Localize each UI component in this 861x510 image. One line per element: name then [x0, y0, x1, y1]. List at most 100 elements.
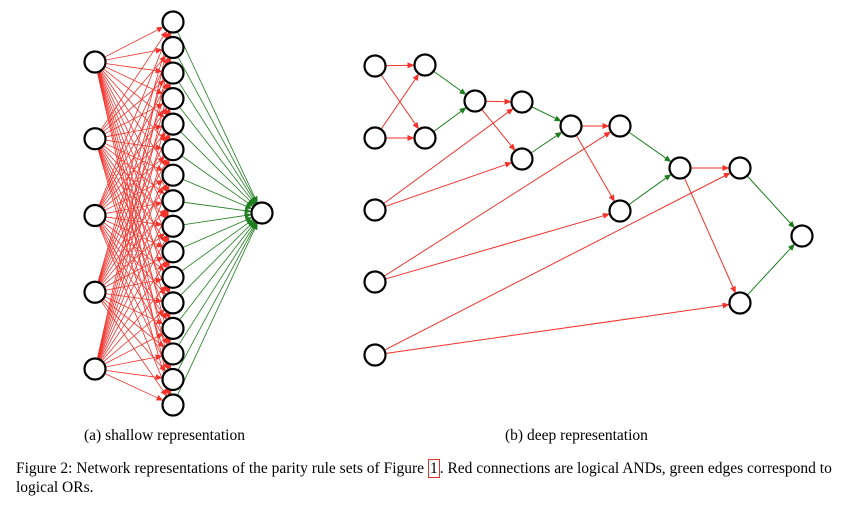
- deep-node-c1: [608, 114, 632, 138]
- hidden-node-10: [161, 240, 185, 264]
- shallow-network-panel: [83, 10, 274, 417]
- and-edge-o1-b2: [481, 108, 516, 151]
- and-edge-in2-h7: [104, 142, 164, 171]
- deep-node-a2: [413, 126, 437, 150]
- or-edge-h4-out: [179, 106, 256, 205]
- subcaption-deep: (b) deep representation: [505, 427, 648, 444]
- and-edge-i4-c1: [383, 131, 612, 277]
- and-edge-in4-h15: [101, 299, 167, 372]
- and-edge-in4-h1: [97, 32, 172, 283]
- or-edge-h5-out: [180, 131, 255, 206]
- hidden-node-7: [161, 163, 185, 187]
- hidden-node-15: [161, 367, 185, 392]
- output-node: [250, 201, 274, 225]
- hidden-node-2: [161, 35, 185, 60]
- and-edge-in5-h13: [104, 333, 164, 365]
- or-edge-d1-out: [746, 175, 795, 229]
- and-edge-in2-h2: [101, 55, 167, 132]
- and-edge-in3-h15: [99, 224, 169, 370]
- or-edge-c2-o3: [628, 174, 672, 206]
- or-edge-h14-out: [178, 221, 257, 346]
- or-edge-b1-o2: [531, 106, 562, 122]
- shallow-edges: [96, 26, 258, 401]
- and-edge-o3-d2: [683, 177, 736, 294]
- hidden-node-12: [161, 291, 185, 315]
- input-node-2: [83, 127, 107, 151]
- deep-node-d2: [728, 291, 752, 315]
- deep-node-o1: [463, 89, 487, 113]
- or-edge-h16-out: [177, 222, 258, 396]
- hidden-node-14: [161, 342, 185, 366]
- and-edge-in4-h2: [97, 57, 171, 283]
- and-edge-in5-h12: [102, 309, 165, 363]
- and-edge-i5-d1: [384, 172, 731, 351]
- and-edge-in1-h2: [105, 47, 163, 61]
- and-edge-in2-h9: [101, 146, 167, 219]
- or-edge-a2-o1: [433, 107, 467, 133]
- figure-network-diagrams: [83, 10, 814, 417]
- deep-network-panel: [363, 53, 814, 367]
- and-edge-in1-h1: [104, 26, 164, 58]
- and-edge-in3-h8: [105, 201, 163, 214]
- and-edge-in5-h7: [98, 184, 170, 360]
- deep-node-i4: [363, 270, 387, 294]
- deep-edges: [380, 62, 795, 355]
- hidden-node-3: [161, 61, 185, 85]
- or-edge-b2-o2: [530, 131, 563, 154]
- shallow-nodes: [83, 10, 274, 417]
- caption-prefix: Figure 2: Network representations of the…: [16, 460, 428, 477]
- and-edge-in5-h15: [105, 370, 163, 381]
- and-edge-in5-h9: [99, 235, 168, 360]
- hidden-node-5: [161, 112, 185, 136]
- and-edge-in5-h8: [99, 210, 169, 360]
- and-edge-in3-h14: [99, 224, 168, 345]
- deep-node-i3: [363, 198, 387, 222]
- or-edge-h10-out: [182, 217, 253, 248]
- and-edge-in4-h3: [98, 82, 170, 283]
- deep-node-o3: [668, 156, 692, 180]
- deep-node-b2: [510, 147, 534, 171]
- deep-nodes: [363, 53, 814, 367]
- or-edge-h15-out: [177, 222, 258, 371]
- or-edge-a1-o1: [433, 70, 467, 95]
- and-edge-in3-h3: [99, 82, 168, 207]
- and-edge-i5-d2: [385, 302, 730, 355]
- hidden-node-4: [161, 86, 185, 111]
- and-edge-in1-h6: [101, 69, 167, 142]
- and-edge-in2-h1: [100, 30, 168, 131]
- and-edge-in1-h3: [105, 63, 163, 74]
- and-edge-in5-h6: [98, 159, 170, 360]
- deep-node-i2: [363, 126, 387, 150]
- or-edge-h1-out: [177, 31, 258, 204]
- figure-caption: Figure 2: Network representations of the…: [16, 459, 851, 497]
- deep-node-o2: [559, 114, 583, 138]
- and-edge-in1-h8: [99, 70, 168, 192]
- and-edge-in3-h2: [99, 57, 169, 207]
- and-edge-i3-b1: [383, 108, 514, 205]
- figure-reference-link[interactable]: 1: [427, 459, 440, 478]
- deep-node-b1: [510, 90, 534, 114]
- deep-node-i5: [363, 343, 387, 367]
- and-edge-in2-h5: [105, 124, 163, 138]
- and-edge-i4-c2: [384, 212, 610, 280]
- caption-suffix: . Red connections are logical ANDs, gree…: [16, 460, 832, 496]
- subcaption-shallow: (a) shallow representation: [84, 427, 245, 444]
- or-edge-h2-out: [177, 56, 258, 204]
- input-node-4: [83, 280, 107, 304]
- and-edge-in5-h14: [105, 354, 163, 368]
- and-edge-i3-b2: [384, 161, 513, 208]
- and-edge-in2-h6: [105, 139, 163, 151]
- and-edge-in1-h9: [99, 71, 169, 217]
- or-edge-h9-out: [183, 212, 252, 226]
- deep-node-a1: [413, 53, 437, 77]
- or-edge-c1-o3: [628, 131, 672, 162]
- deep-node-c2: [608, 199, 632, 223]
- input-node-5: [83, 357, 107, 381]
- hidden-node-6: [161, 138, 185, 162]
- or-edge-h12-out: [180, 220, 255, 296]
- and-edge-in5-h3: [97, 83, 172, 359]
- input-node-1: [83, 50, 107, 74]
- and-edge-in5-h5: [97, 134, 171, 360]
- or-edge-d2-out: [746, 243, 795, 296]
- input-node-3: [83, 203, 107, 228]
